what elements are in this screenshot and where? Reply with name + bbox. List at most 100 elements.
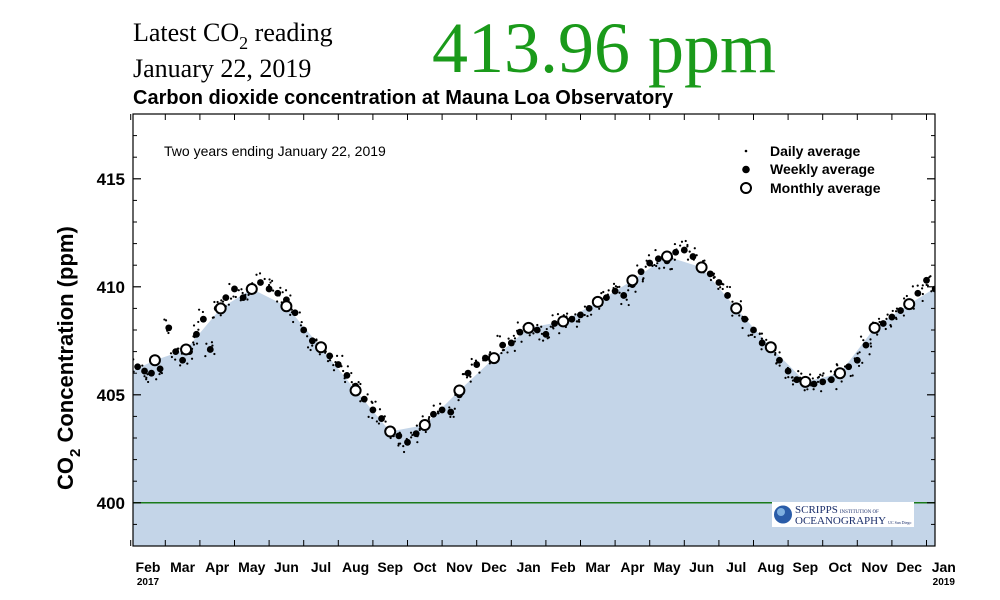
weekly-point: [231, 285, 238, 293]
weekly-point: [689, 253, 697, 260]
daily-point: [232, 295, 235, 298]
daily-point: [528, 334, 531, 337]
daily-point: [234, 295, 237, 299]
weekly-point: [568, 315, 576, 323]
daily-point: [205, 342, 208, 345]
daily-point: [427, 417, 430, 421]
weekly-point: [516, 328, 524, 336]
daily-point: [520, 340, 523, 343]
daily-point: [402, 450, 406, 454]
latest-reading-value: 413.96 ppm: [432, 8, 777, 88]
daily-point: [500, 351, 503, 355]
daily-point: [943, 243, 945, 245]
daily-point: [862, 339, 865, 342]
daily-point: [341, 354, 344, 357]
daily-point: [717, 287, 720, 290]
daily-point: [693, 247, 696, 250]
daily-point: [158, 372, 161, 376]
daily-point: [465, 376, 469, 379]
daily-point: [930, 290, 933, 293]
daily-point: [679, 244, 682, 247]
daily-point: [536, 323, 539, 327]
x-tick-label: Sep: [377, 559, 403, 575]
x-tick-label: Mar: [585, 559, 610, 575]
daily-point: [411, 433, 414, 437]
daily-point: [229, 297, 233, 300]
weekly-point: [793, 376, 801, 384]
svg-text:CO2 Concentration (ppm): CO2 Concentration (ppm): [53, 226, 84, 490]
weekly-point: [862, 341, 870, 349]
monthly-point: [522, 321, 535, 334]
weekly-point: [637, 268, 645, 276]
daily-point: [859, 335, 863, 338]
x-tick-label: May: [238, 559, 265, 575]
x-tick-label: Feb: [136, 559, 161, 575]
daily-point: [170, 355, 174, 359]
daily-point: [656, 262, 659, 265]
daily-point: [616, 286, 619, 289]
daily-point: [760, 332, 764, 335]
daily-point: [326, 360, 330, 363]
daily-point: [774, 353, 777, 356]
weekly-point: [845, 363, 853, 371]
daily-point: [300, 320, 303, 324]
daily-point: [721, 287, 724, 291]
daily-point: [469, 380, 472, 383]
daily-point: [397, 444, 400, 447]
weekly-point: [603, 294, 610, 301]
daily-point: [452, 415, 455, 418]
monthly-point: [557, 315, 570, 328]
monthly-point: [661, 250, 673, 263]
daily-point: [941, 230, 943, 232]
daily-point: [496, 334, 499, 337]
daily-point: [255, 273, 258, 276]
chart-note: Two years ending January 22, 2019: [164, 143, 386, 159]
daily-point: [197, 320, 200, 324]
weekly-point: [750, 326, 757, 334]
weekly-point: [827, 376, 835, 384]
daily-point: [342, 369, 345, 373]
weekly-point: [291, 309, 299, 317]
daily-point: [371, 401, 374, 404]
daily-point: [309, 348, 312, 352]
daily-point: [607, 289, 610, 292]
daily-point: [359, 400, 362, 403]
daily-point: [350, 371, 353, 375]
daily-point: [141, 364, 144, 367]
legend: Daily average Weekly average Monthly ave…: [740, 143, 881, 196]
daily-point: [436, 410, 440, 413]
daily-point: [658, 267, 661, 270]
daily-point: [703, 259, 706, 262]
daily-point: [350, 380, 353, 384]
weekly-point: [741, 315, 749, 323]
weekly-point: [179, 356, 187, 364]
daily-point: [220, 299, 223, 302]
weekly-point: [654, 255, 662, 263]
daily-point: [424, 430, 427, 434]
x-tick-label: Jun: [274, 559, 299, 575]
daily-point: [644, 265, 647, 268]
daily-point: [856, 352, 859, 355]
daily-point: [803, 389, 806, 392]
daily-point: [558, 332, 561, 335]
daily-point: [835, 387, 838, 391]
reading-date: January 22, 2019: [133, 54, 312, 83]
logo-line1-small: INSTITUTION OF: [840, 510, 879, 515]
daily-point: [367, 415, 370, 418]
daily-point: [532, 332, 535, 335]
daily-point: [869, 345, 873, 348]
daily-point: [306, 346, 310, 349]
chart-title: Carbon dioxide concentration at Mauna Lo…: [133, 87, 674, 109]
daily-point: [885, 317, 888, 320]
daily-point: [634, 290, 637, 293]
daily-point: [851, 374, 854, 377]
x-tick-label: Dec: [481, 559, 507, 575]
daily-point: [375, 420, 378, 423]
weekly-point: [378, 415, 385, 422]
x-tick-label: Nov: [861, 559, 888, 575]
daily-point: [197, 328, 200, 331]
daily-point: [263, 277, 266, 281]
weekly-point: [888, 313, 896, 321]
legend-daily-label: Daily average: [770, 143, 860, 159]
